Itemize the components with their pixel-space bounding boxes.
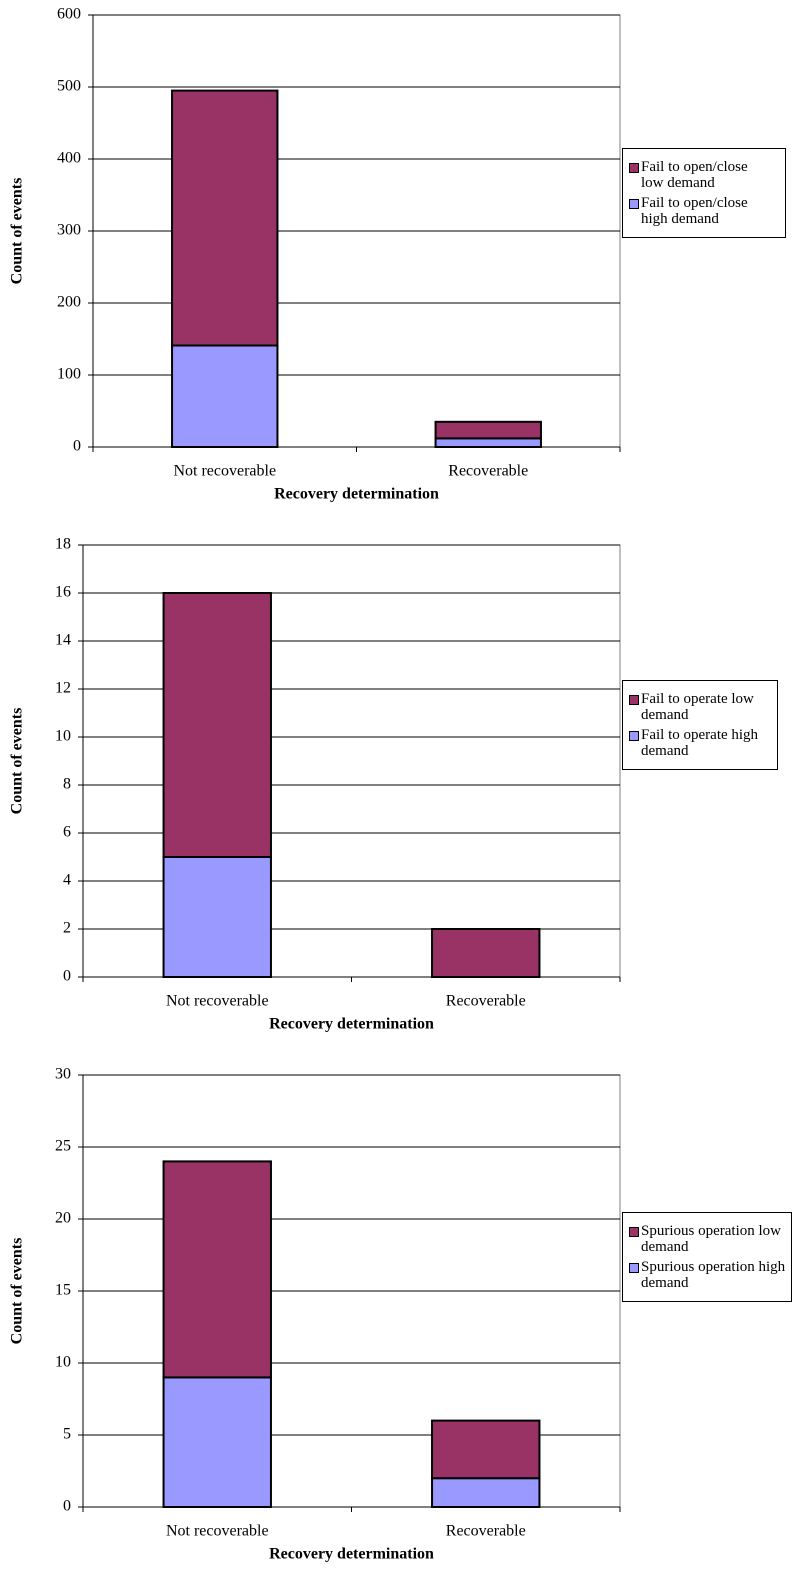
legend-swatch: [629, 695, 639, 705]
legend-item: Fail to open/close low demand: [629, 159, 781, 191]
y-tick-label: 18: [55, 536, 71, 553]
y-tick-label: 25: [55, 1138, 71, 1155]
legend: Spurious operation low demand Spurious op…: [622, 1212, 792, 1302]
bar-segment: [171, 89, 279, 347]
y-tick-label: 2: [63, 920, 71, 937]
y-tick-label: 0: [63, 1498, 71, 1515]
x-axis-title: Recovery determination: [274, 486, 439, 503]
bar-segment: [162, 1376, 272, 1509]
y-axis-title: Count of events: [9, 708, 26, 815]
legend-item: Fail to operate high demand: [629, 727, 773, 759]
legend-label: Spurious operation low demand: [641, 1223, 781, 1255]
bar-segment: [431, 1477, 541, 1508]
x-tick-label: Recoverable: [448, 463, 528, 480]
legend-item: Spurious operation low demand: [629, 1223, 787, 1255]
legend: Fail to operate low demand Fail to operat…: [622, 680, 778, 770]
x-tick-label: Not recoverable: [166, 993, 269, 1010]
legend-swatch: [629, 199, 639, 209]
y-tick-label: 200: [57, 294, 81, 311]
legend-label: Fail to open/close high demand: [641, 195, 748, 227]
legend-label: Fail to open/close low demand: [641, 159, 748, 191]
y-tick-label: 20: [55, 1210, 71, 1227]
x-tick-label: Not recoverable: [166, 1523, 269, 1540]
legend-swatch: [629, 731, 639, 741]
y-tick-label: 0: [73, 438, 81, 455]
y-tick-label: 12: [55, 680, 71, 697]
bar-segment: [162, 592, 272, 858]
y-tick-label: 8: [63, 776, 71, 793]
y-tick-label: 14: [55, 632, 71, 649]
y-tick-label: 15: [55, 1282, 71, 1299]
legend-label: Spurious operation high demand: [641, 1259, 786, 1291]
bar-segment: [434, 420, 542, 440]
bar-segment: [162, 856, 272, 978]
legend-swatch: [629, 163, 639, 173]
y-tick-label: 16: [55, 584, 71, 601]
bar-segment: [431, 928, 541, 978]
y-tick-label: 5: [63, 1426, 71, 1443]
legend-swatch: [629, 1263, 639, 1273]
legend-label: Fail to operate low demand: [641, 691, 754, 723]
x-axis-title: Recovery determination: [269, 1016, 434, 1033]
y-tick-label: 0: [63, 968, 71, 985]
y-tick-label: 10: [55, 1354, 71, 1371]
x-tick-label: Recoverable: [446, 1523, 526, 1540]
y-axis-title: Count of events: [9, 178, 26, 285]
y-tick-label: 4: [63, 872, 71, 889]
bar-segment: [434, 437, 542, 448]
legend-label: Fail to operate high demand: [641, 727, 759, 759]
y-tick-label: 10: [55, 728, 71, 745]
legend-swatch: [629, 1227, 639, 1237]
legend-item: Fail to open/close high demand: [629, 195, 781, 227]
x-tick-label: Not recoverable: [173, 463, 276, 480]
bar-segment: [162, 1160, 272, 1379]
x-axis-title: Recovery determination: [269, 1546, 434, 1563]
y-tick-label: 500: [57, 78, 81, 95]
y-tick-label: 6: [63, 824, 71, 841]
x-tick-label: Recoverable: [446, 993, 526, 1010]
y-tick-label: 100: [57, 366, 81, 383]
y-axis-title: Count of events: [9, 1238, 26, 1345]
bar-segment: [171, 344, 279, 449]
legend-item: Spurious operation high demand: [629, 1259, 787, 1291]
legend: Fail to open/close low demand Fail to ope…: [622, 148, 786, 238]
y-tick-label: 400: [57, 150, 81, 167]
bar-segment: [431, 1419, 541, 1480]
y-tick-label: 600: [57, 6, 81, 23]
y-tick-label: 300: [57, 222, 81, 239]
legend-item: Fail to operate low demand: [629, 691, 773, 723]
y-tick-label: 30: [55, 1066, 71, 1083]
